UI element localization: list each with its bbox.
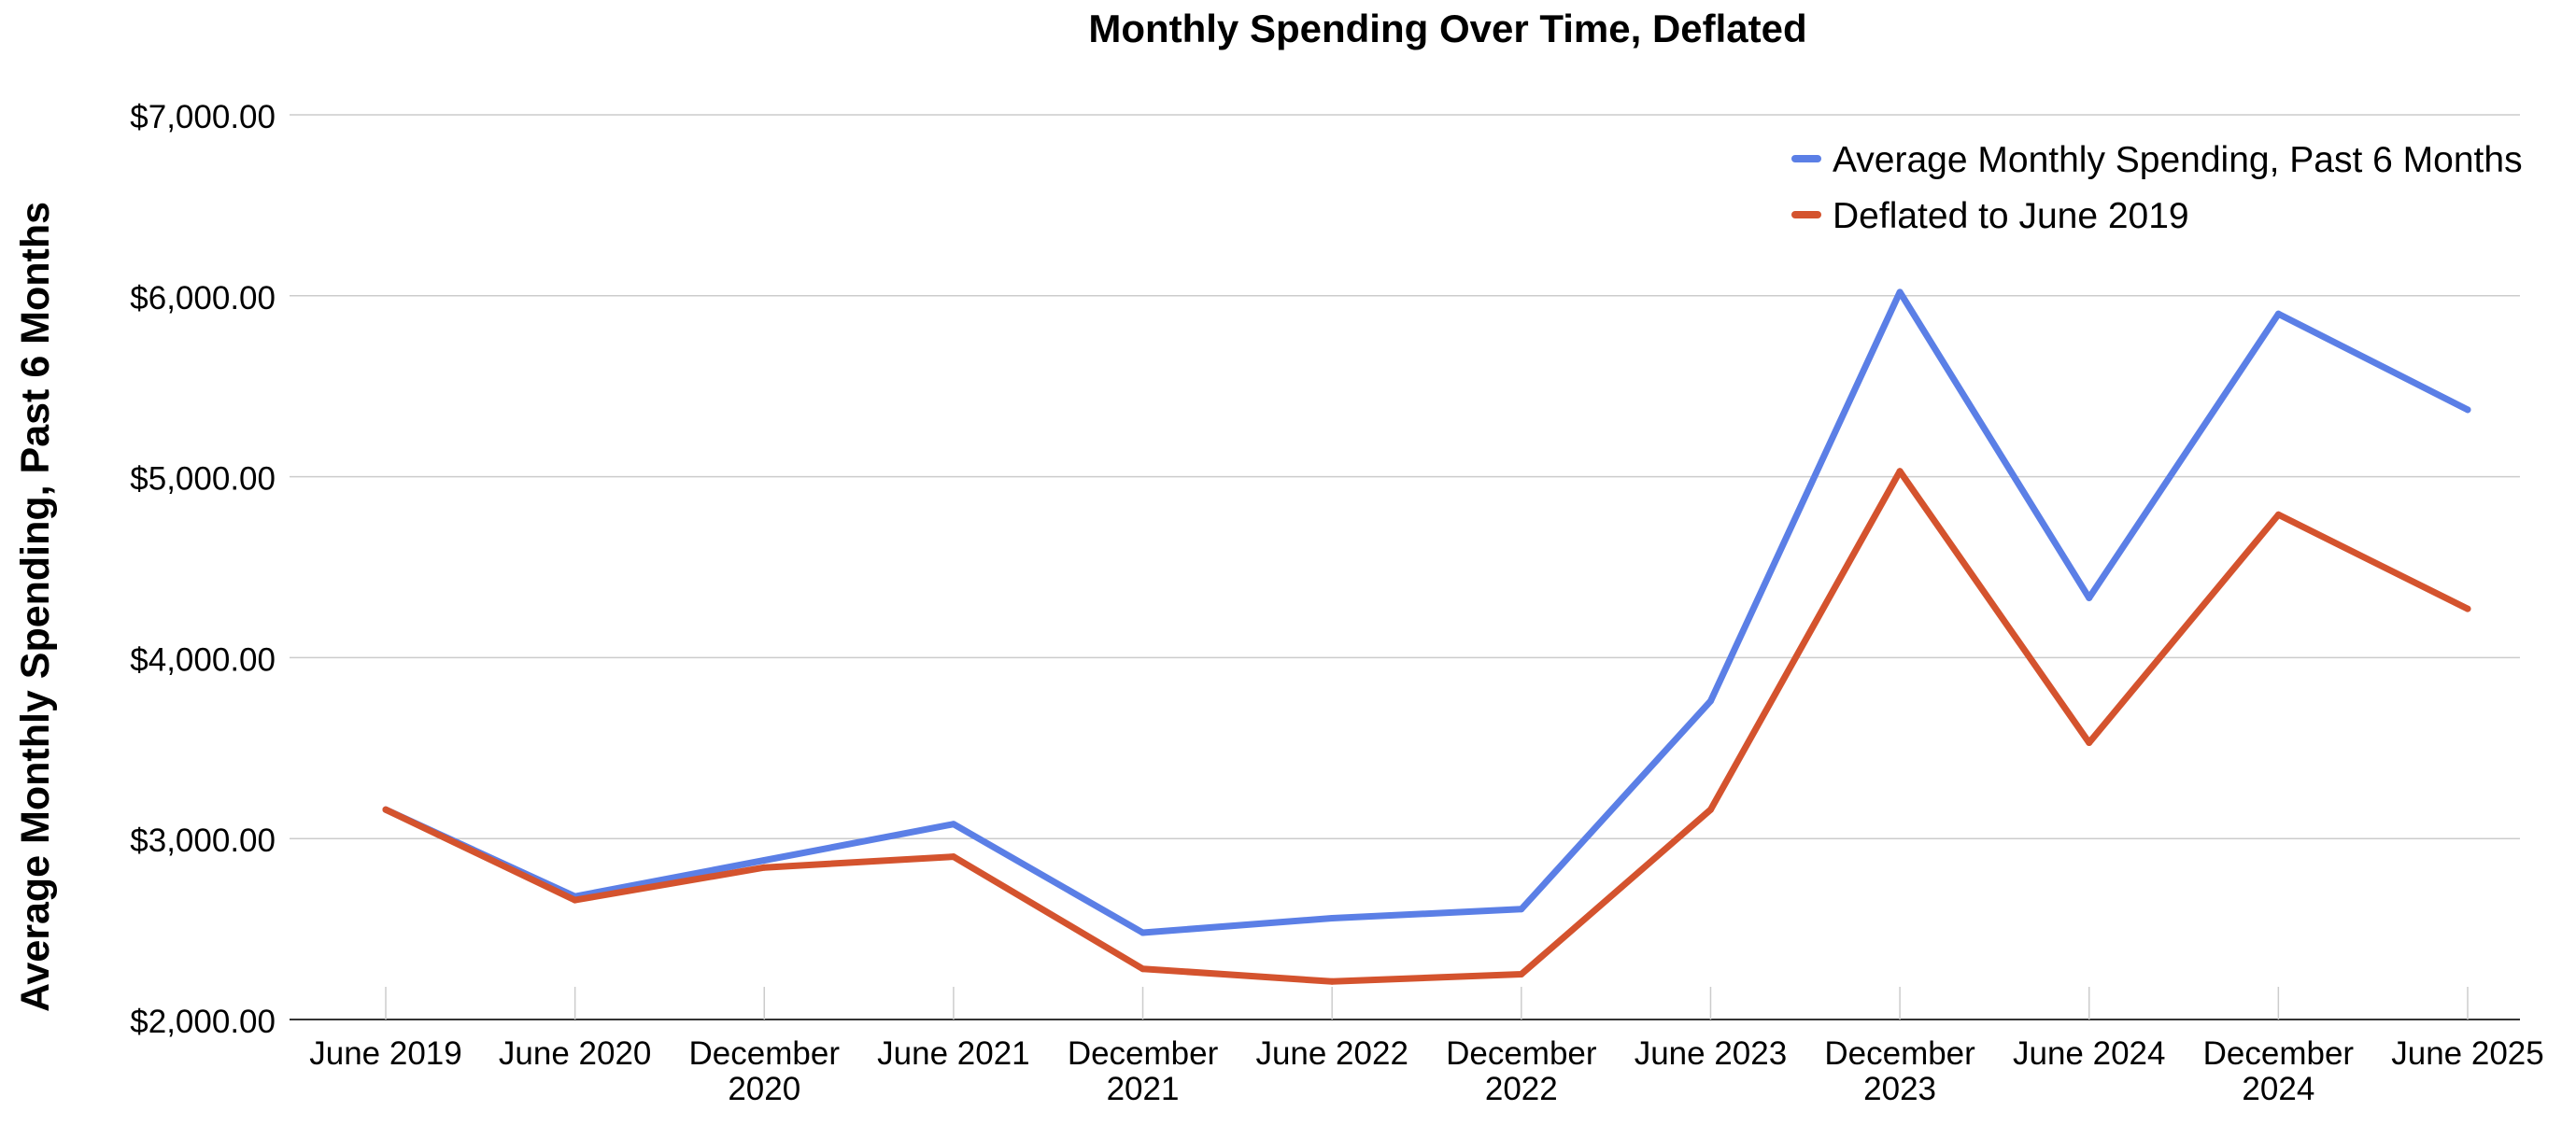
data-point — [760, 864, 768, 871]
x-tick-label: June 2022 — [1255, 1035, 1408, 1072]
legend-label: Average Monthly Spending, Past 6 Months — [1833, 140, 2523, 180]
chart-title: Monthly Spending Over Time, Deflated — [1088, 7, 1806, 50]
data-point — [760, 856, 768, 864]
y-tick-label: $3,000.00 — [130, 823, 276, 859]
x-tick-label: June 2021 — [877, 1035, 1029, 1072]
y-axis-label: Average Monthly Spending, Past 6 Months — [13, 202, 58, 1012]
data-point — [572, 896, 579, 904]
data-point — [2086, 738, 2093, 746]
x-tick-label: June 2025 — [2391, 1035, 2543, 1072]
data-point — [1896, 468, 1904, 475]
legend-label: Deflated to June 2019 — [1833, 196, 2189, 236]
data-point — [1706, 806, 1714, 813]
x-tick-label: December — [2203, 1035, 2355, 1072]
data-point — [1896, 288, 1904, 296]
x-tick-label: 2023 — [1863, 1071, 1936, 1107]
y-axis-ticks: $2,000.00 $3,000.00 $4,000.00 $5,000.00 $6,0… — [130, 99, 276, 1040]
data-point — [2464, 406, 2471, 414]
x-tick-label: December — [1446, 1035, 1597, 1072]
legend: Average Monthly Spending, Past 6 Months D… — [1791, 140, 2523, 236]
data-point — [1518, 906, 1525, 913]
x-tick-label: December — [1068, 1035, 1219, 1072]
x-tick-label: 2022 — [1485, 1071, 1558, 1107]
data-point — [2086, 594, 2093, 601]
x-tick-label: December — [1824, 1035, 1975, 1072]
data-point — [1139, 965, 1147, 973]
y-tick-label: $7,000.00 — [130, 99, 276, 135]
data-point — [950, 853, 957, 861]
data-point — [1328, 977, 1336, 985]
data-point — [2274, 310, 2282, 317]
x-tick-label: 2024 — [2242, 1071, 2314, 1107]
data-point — [2274, 511, 2282, 518]
data-point — [1139, 929, 1147, 936]
data-point — [1706, 697, 1714, 705]
series-lines — [382, 288, 2471, 985]
data-point — [1518, 971, 1525, 978]
x-tick-label: June 2019 — [309, 1035, 461, 1072]
x-tick-label: June 2020 — [499, 1035, 651, 1072]
series-line-0 — [382, 288, 2471, 936]
y-tick-label: $2,000.00 — [130, 1004, 276, 1040]
data-point — [950, 821, 957, 828]
series-line-1 — [382, 468, 2471, 985]
x-tick-label: 2020 — [728, 1071, 800, 1107]
y-tick-label: $4,000.00 — [130, 641, 276, 678]
x-tick-label: 2021 — [1107, 1071, 1180, 1107]
x-tick-label: June 2024 — [2013, 1035, 2165, 1072]
y-tick-label: $5,000.00 — [130, 461, 276, 498]
gridlines — [290, 114, 2520, 1020]
data-point — [1328, 914, 1336, 921]
data-point — [2464, 605, 2471, 612]
x-tick-label: June 2023 — [1635, 1035, 1787, 1072]
x-tick-label: December — [689, 1035, 841, 1072]
data-point — [382, 806, 389, 813]
y-tick-label: $6,000.00 — [130, 280, 276, 316]
